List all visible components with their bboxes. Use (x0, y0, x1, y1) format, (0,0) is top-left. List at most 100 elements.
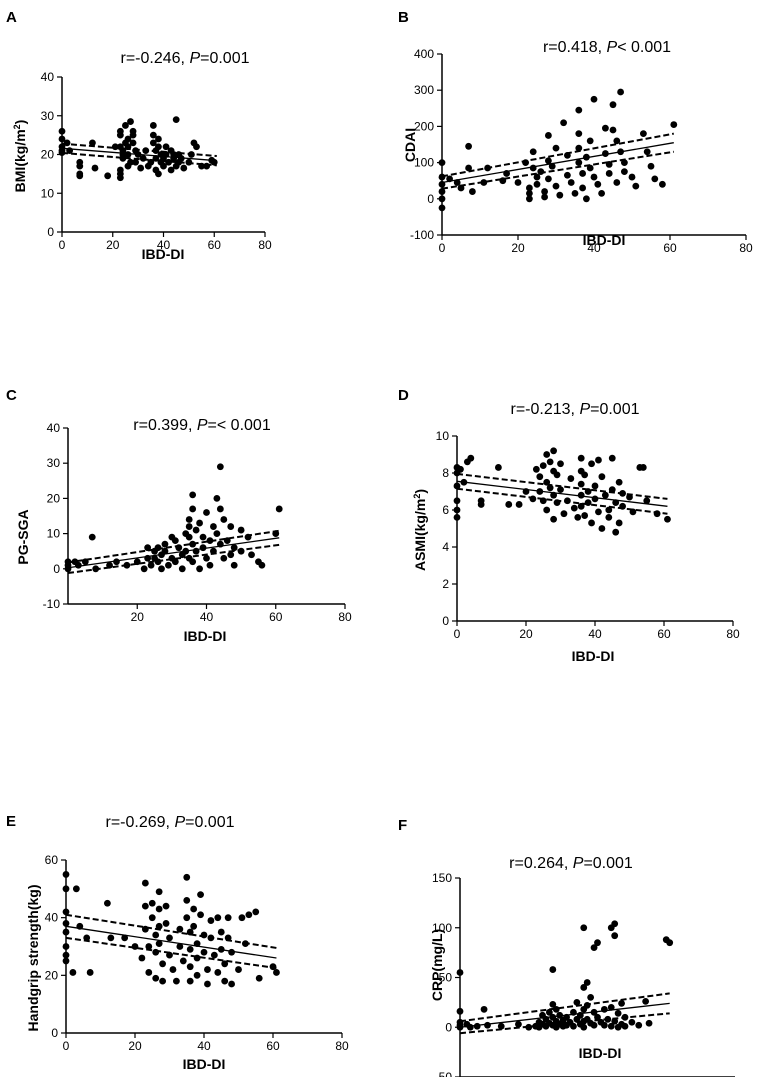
data-point (602, 124, 609, 132)
panel-letter: B (398, 9, 409, 26)
data-point (539, 497, 547, 505)
data-point (119, 147, 127, 155)
y-tick-label: 100 (432, 921, 452, 935)
data-point (626, 493, 633, 501)
data-point (149, 139, 157, 147)
data-point (173, 977, 180, 985)
x-axis-label: IBD-DI (184, 628, 227, 644)
data-point (200, 931, 208, 939)
data-point (543, 451, 551, 458)
data-point (473, 1022, 481, 1030)
data-point (651, 175, 659, 183)
chart-d: D r=-0.213, P=0.001 0 20 40 60 80 0 2 4 6 8 10 IBD… (398, 387, 740, 664)
x-tick-label: 20 (519, 627, 533, 641)
data-point (154, 544, 162, 552)
chart-a: A r=-0.246, P=0.001 0 20 40 60 80 0 10 20 30 40 I… (6, 9, 272, 262)
data-point (577, 480, 585, 488)
y-tick-label: 0 (53, 562, 60, 576)
data-point (453, 514, 461, 521)
data-point (185, 523, 193, 530)
y-tick-label: 200 (414, 119, 434, 133)
data-point (196, 519, 203, 527)
x-tick-label: 60 (269, 610, 283, 624)
data-point (220, 554, 228, 562)
data-point (499, 177, 507, 185)
data-point (147, 561, 155, 569)
data-point (529, 148, 537, 156)
y-tick-label: 0 (427, 192, 434, 206)
data-point (182, 547, 190, 555)
x-tick-label: 60 (266, 1039, 280, 1053)
y-tick-label: 20 (41, 148, 55, 162)
data-point (553, 499, 561, 506)
data-point (127, 118, 134, 125)
data-point (193, 940, 201, 948)
data-point (574, 514, 582, 521)
data-point (543, 478, 551, 486)
x-axis-label: IBD-DI (583, 232, 626, 248)
data-point (621, 1022, 629, 1030)
data-point (514, 179, 522, 186)
data-point (484, 1021, 491, 1029)
data-point (152, 931, 160, 939)
data-point (269, 963, 277, 971)
data-point (88, 533, 96, 541)
data-point (127, 158, 134, 166)
data-point (607, 1003, 615, 1011)
data-point (149, 122, 157, 129)
data-point (617, 148, 624, 156)
data-point (62, 951, 70, 959)
stat-text: r=0.264, P=0.001 (509, 855, 633, 872)
data-point (162, 920, 170, 927)
y-tick-label: 0 (445, 1020, 452, 1034)
data-point (457, 184, 465, 192)
data-point (614, 1009, 622, 1017)
data-point (220, 516, 228, 523)
data-point (590, 95, 598, 103)
data-point (129, 131, 137, 139)
data-point (567, 179, 575, 186)
data-point (621, 168, 628, 176)
data-point (189, 505, 197, 513)
data-point (590, 1008, 598, 1016)
data-point (255, 974, 263, 982)
panel-letter: D (398, 387, 409, 404)
x-tick-label: 20 (511, 241, 525, 255)
data-point (588, 460, 595, 468)
y-axis-label: BMI(kg/m2) (12, 120, 28, 193)
data-point (583, 979, 591, 986)
data-point (539, 462, 547, 469)
data-point (228, 980, 236, 988)
data-point (579, 184, 586, 192)
data-point (605, 514, 613, 521)
stat-p-value: =0.001 (590, 401, 639, 418)
data-point (155, 170, 162, 178)
data-point (152, 974, 160, 982)
data-point (155, 922, 163, 930)
stat-p-value: =0.001 (185, 814, 234, 831)
data-point (588, 519, 595, 527)
y-tick-label: 40 (45, 911, 59, 925)
y-axis-label: CRP(mg/L) (429, 929, 445, 1001)
data-point (116, 166, 124, 174)
data-point (546, 458, 554, 466)
data-point (165, 158, 172, 166)
data-point (179, 957, 187, 965)
stat-p-label: P (573, 855, 584, 872)
data-point (670, 121, 678, 128)
data-point (602, 150, 609, 157)
data-point (456, 1007, 464, 1015)
data-point (453, 506, 461, 514)
data-point (541, 193, 548, 201)
data-point (643, 148, 651, 156)
data-point (76, 922, 84, 930)
data-point (557, 486, 564, 494)
x-axis-label: IBD-DI (183, 1056, 226, 1072)
data-point (193, 971, 201, 979)
data-point (144, 554, 152, 562)
data-point (221, 977, 229, 985)
y-tick-label: 20 (47, 491, 61, 505)
data-point (104, 899, 111, 907)
y-axis-label-close: ) (12, 120, 28, 125)
data-point (467, 454, 475, 462)
